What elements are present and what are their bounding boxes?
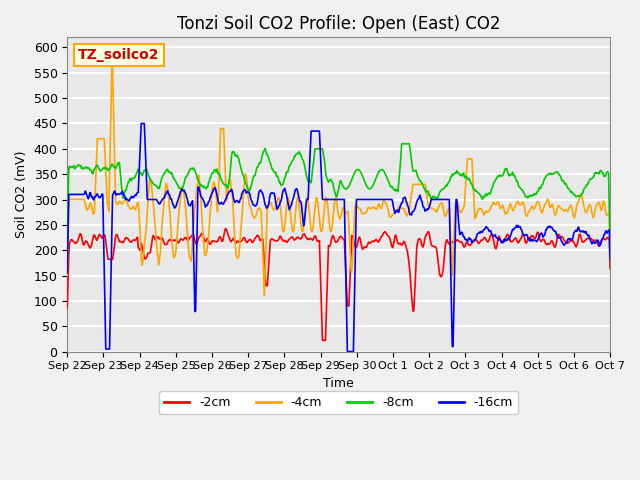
Legend: -2cm, -4cm, -8cm, -16cm: -2cm, -4cm, -8cm, -16cm: [159, 391, 518, 414]
Title: Tonzi Soil CO2 Profile: Open (East) CO2: Tonzi Soil CO2 Profile: Open (East) CO2: [177, 15, 500, 33]
X-axis label: Time: Time: [323, 377, 354, 390]
Y-axis label: Soil CO2 (mV): Soil CO2 (mV): [15, 151, 28, 238]
Text: TZ_soilco2: TZ_soilco2: [78, 48, 159, 62]
